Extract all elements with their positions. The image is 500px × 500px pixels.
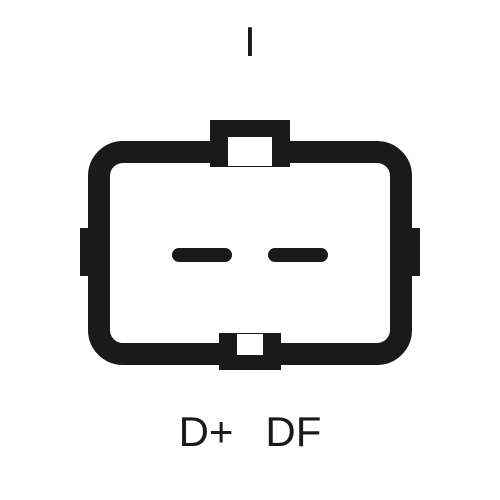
- bottom-notch-opening: [237, 334, 263, 354]
- pin-label-df: DF: [265, 408, 321, 456]
- pin-2: [268, 248, 328, 262]
- pin-1: [172, 248, 232, 262]
- pin-label-d-plus: D+: [179, 408, 234, 456]
- top-tab-opening: [228, 144, 272, 166]
- bottom-labels: D+ DF: [179, 408, 322, 456]
- top-pin-label: I: [244, 18, 256, 66]
- connector-body: [99, 152, 401, 354]
- connector-icon: [80, 120, 420, 370]
